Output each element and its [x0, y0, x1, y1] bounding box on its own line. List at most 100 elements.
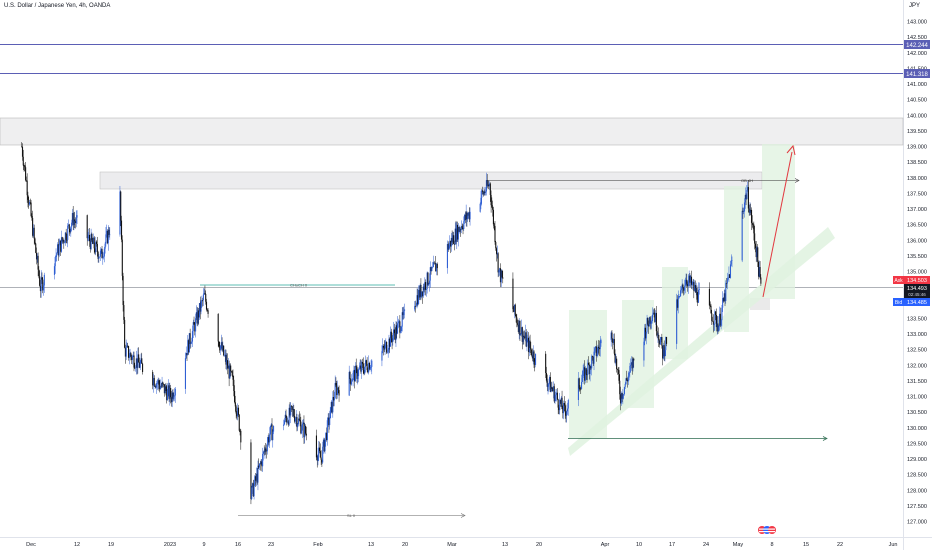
- candle-body: [206, 309, 208, 311]
- candle-body: [578, 378, 580, 389]
- candle-body: [451, 237, 453, 243]
- candle-body: [660, 337, 662, 341]
- candle-body: [258, 465, 260, 468]
- candle-body: [350, 381, 353, 385]
- candle-body: [747, 187, 749, 209]
- price-tick-label: 132.000: [907, 363, 927, 369]
- candle-body: [382, 345, 385, 348]
- candle-body: [566, 408, 569, 412]
- candle-body: [498, 270, 500, 273]
- candle-body: [482, 191, 484, 195]
- candle-body: [678, 296, 680, 298]
- candle-body: [716, 323, 718, 328]
- candles: [21, 142, 762, 505]
- candle-body: [751, 222, 753, 225]
- rising-channel[interactable]: [568, 227, 835, 456]
- candle-body: [188, 340, 190, 353]
- candle-body: [333, 398, 335, 401]
- candle-body: [361, 361, 363, 364]
- price-tick-label: 135.500: [907, 254, 927, 260]
- candle-body: [415, 305, 417, 307]
- candle-body: [621, 393, 623, 399]
- projection-arrow[interactable]: [762, 151, 793, 298]
- economic-events-icon[interactable]: [758, 526, 776, 534]
- price-tick-label: 131.000: [907, 395, 927, 401]
- candle-body: [138, 354, 140, 363]
- candle-body: [152, 377, 155, 386]
- candle-body: [435, 263, 438, 272]
- candle-body: [333, 397, 335, 401]
- time-tick-label: Feb: [313, 542, 322, 548]
- candle-body: [743, 202, 746, 212]
- candle-body: [549, 376, 551, 392]
- candle-body: [591, 356, 593, 369]
- candle-body: [750, 209, 753, 223]
- candle-body: [620, 393, 622, 404]
- candle-body: [394, 333, 396, 341]
- price-tick-label: 142.500: [907, 35, 927, 41]
- candle-body: [330, 401, 332, 408]
- candle-body: [131, 356, 133, 360]
- candle-body: [566, 411, 568, 416]
- price-tick-label: 140.000: [907, 113, 927, 119]
- candle-body: [194, 324, 196, 332]
- candle-body: [396, 325, 398, 334]
- candle-body: [290, 405, 292, 416]
- candle-body: [655, 312, 657, 322]
- time-tick-label: May: [733, 542, 744, 548]
- price-tick-label: 142.000: [907, 51, 927, 57]
- candle-body: [546, 380, 548, 387]
- candle-body: [643, 341, 645, 361]
- candle-body: [588, 362, 590, 365]
- candle-body: [753, 224, 755, 234]
- candle-body: [589, 366, 591, 375]
- candle-body: [173, 396, 175, 399]
- candle-body: [323, 439, 325, 452]
- level-label-142244-text: 142.244: [906, 43, 928, 49]
- price-axis[interactable]: 143.000142.500142.000141.500141.000140.5…: [907, 20, 927, 526]
- candle-body: [23, 165, 25, 167]
- candle-body: [253, 484, 255, 497]
- candle-body: [70, 226, 72, 233]
- candle-body: [384, 344, 386, 350]
- candle-body: [234, 402, 236, 407]
- candle-body: [750, 209, 752, 211]
- candle-body: [201, 300, 203, 302]
- symbol-title[interactable]: U.S. Dollar / Japanese Yen, 4h, OANDA: [4, 3, 111, 9]
- candle-body: [324, 439, 326, 452]
- candle-body: [550, 386, 552, 392]
- candle-body: [34, 238, 36, 244]
- candle-body: [365, 360, 367, 367]
- candle-body: [497, 253, 499, 273]
- supply-zone-upper[interactable]: [0, 117, 904, 146]
- candle-body: [338, 390, 340, 396]
- candle-body: [680, 288, 682, 291]
- currency-unit: JPY: [909, 3, 921, 9]
- candle-body: [623, 394, 625, 396]
- candle-body: [453, 235, 455, 244]
- time-axis[interactable]: Dec 12 19 2023 9 16 23 Feb 13 20 Mar 13 20 Apr 10 17 24 M…: [26, 542, 897, 548]
- candle-body: [613, 338, 615, 354]
- candle-body: [548, 383, 550, 385]
- candle-body: [665, 336, 667, 351]
- candle-body: [650, 321, 652, 324]
- candle-body: [100, 248, 102, 251]
- candle-body: [269, 425, 271, 435]
- candle-body: [119, 191, 121, 235]
- candle-body: [616, 369, 618, 370]
- candle-body: [555, 394, 557, 396]
- candle-body: [92, 240, 94, 244]
- candle-body: [648, 324, 650, 327]
- candle-body: [200, 301, 202, 312]
- candle-body: [251, 483, 254, 488]
- candle-body: [64, 232, 66, 243]
- candle-body: [382, 345, 384, 352]
- candle-body: [665, 336, 668, 344]
- candle-body: [56, 253, 58, 256]
- candle-body: [220, 342, 222, 346]
- candle-body: [545, 353, 547, 374]
- candle-body: [296, 417, 298, 428]
- candle-body: [92, 237, 94, 244]
